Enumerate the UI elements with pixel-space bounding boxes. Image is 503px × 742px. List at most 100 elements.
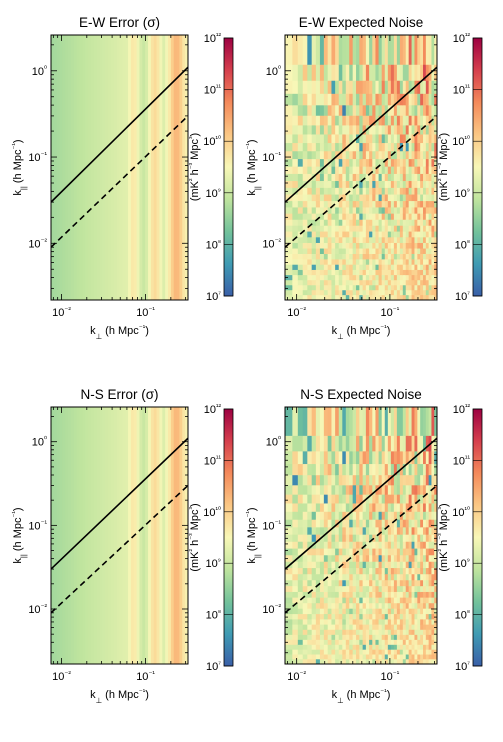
heatmap-cell <box>285 619 293 626</box>
heatmap-cell <box>390 134 395 144</box>
heatmap-cell <box>393 639 398 646</box>
heatmap-cell <box>428 451 432 465</box>
heatmap-cell <box>381 624 386 631</box>
heatmap-cell <box>372 608 376 615</box>
heatmap-column <box>133 35 138 300</box>
heatmap-column <box>93 407 98 664</box>
heatmap-cell <box>425 219 430 227</box>
heatmap-cell <box>402 541 407 550</box>
heatmap-cell <box>408 534 413 543</box>
heatmap-cell <box>399 105 404 117</box>
heatmap-cell <box>359 151 364 160</box>
heatmap-cell <box>428 213 432 221</box>
heatmap-cell <box>381 494 386 504</box>
heatmap-cell <box>297 494 304 504</box>
heatmap-cell <box>365 534 370 543</box>
heatmap-cell <box>396 485 401 496</box>
heatmap-cell <box>417 295 421 300</box>
heatmap-cell <box>359 534 364 543</box>
heatmap-cell <box>302 614 308 620</box>
heatmap-column <box>65 407 69 664</box>
heatmap-cell <box>414 225 418 233</box>
heatmap-cell <box>431 639 435 646</box>
heatmap-cell <box>378 574 383 581</box>
heatmap-cell <box>428 503 432 513</box>
heatmap-cell <box>402 534 407 543</box>
heatmap-cell <box>331 295 336 300</box>
heatmap-cell <box>359 285 364 291</box>
heatmap-cell <box>393 219 398 227</box>
heatmap-cell <box>319 151 325 160</box>
heatmap-cell <box>390 201 395 208</box>
heatmap-cell <box>297 219 304 227</box>
heatmap-cell <box>425 173 430 182</box>
heatmap-cell <box>402 629 407 636</box>
heatmap-cell <box>369 407 373 437</box>
heatmap-cell <box>327 134 332 144</box>
heatmap-cell <box>408 166 413 175</box>
heatmap-cell <box>384 80 389 95</box>
heatmap-cell <box>319 35 325 66</box>
heatmap-cell <box>408 159 413 168</box>
heatmap-cell <box>356 213 360 221</box>
heatmap-cell <box>319 242 325 250</box>
heatmap-cell <box>319 511 325 521</box>
heatmap-cell <box>390 541 395 550</box>
heatmap-cell <box>323 35 329 66</box>
heatmap-cell <box>285 629 293 636</box>
heatmap-cell <box>402 511 407 521</box>
heatmap-cell <box>396 105 401 117</box>
heatmap-cell <box>356 231 360 238</box>
heatmap-cell <box>323 237 329 244</box>
heatmap-cell <box>378 451 383 465</box>
heatmap-cell <box>356 225 360 233</box>
heatmap-cell <box>315 143 321 152</box>
heatmap-cell <box>359 35 364 66</box>
heatmap-cell <box>378 485 383 496</box>
heatmap-cell <box>345 285 350 291</box>
heatmap-cell <box>362 166 367 175</box>
heatmap-cell <box>369 280 373 286</box>
heatmap-cell <box>378 105 383 117</box>
heatmap-cell <box>315 35 321 66</box>
heatmap-cell <box>399 187 404 196</box>
heatmap-cell <box>417 201 421 208</box>
heatmap-cell <box>417 659 421 664</box>
heatmap-cell <box>292 629 299 636</box>
heatmap-cell <box>352 494 357 504</box>
heatmap-cell <box>352 80 357 95</box>
heatmap-cell <box>384 464 389 476</box>
heatmap-cell <box>405 624 410 631</box>
heatmap-cell <box>411 649 415 656</box>
heatmap-cell <box>414 639 418 646</box>
heatmap-cell <box>431 534 435 543</box>
heatmap-cell <box>297 207 304 215</box>
heatmap-cell <box>315 225 321 233</box>
heatmap-cell <box>315 93 321 106</box>
heatmap-cell <box>417 494 421 504</box>
heatmap-cell <box>399 649 404 656</box>
heatmap-cell <box>414 494 418 504</box>
heatmap-cell <box>396 143 401 152</box>
heatmap-column <box>168 35 172 300</box>
heatmap-cell <box>402 264 407 271</box>
heatmap-cell <box>315 555 321 563</box>
heatmap-cell <box>338 143 343 152</box>
heatmap-cell <box>431 295 435 300</box>
colorbar-label: (mK² h⁻³ Mpc³) <box>436 503 451 571</box>
heatmap-cell <box>408 254 413 260</box>
heatmap-cell <box>327 231 332 238</box>
heatmap-cell <box>362 259 367 266</box>
heatmap-cell <box>311 659 317 664</box>
heatmap-cell <box>369 64 373 82</box>
heatmap-cell <box>378 548 383 556</box>
heatmap-cell <box>393 207 398 215</box>
heatmap-cell <box>381 561 386 569</box>
heatmap-cell <box>387 194 392 202</box>
heatmap-cell <box>323 644 329 651</box>
heatmap-cell <box>375 143 380 152</box>
heatmap-cell <box>342 242 347 250</box>
heatmap-cell <box>387 231 392 238</box>
heatmap-cell <box>405 407 410 437</box>
heatmap-cell <box>420 451 424 465</box>
